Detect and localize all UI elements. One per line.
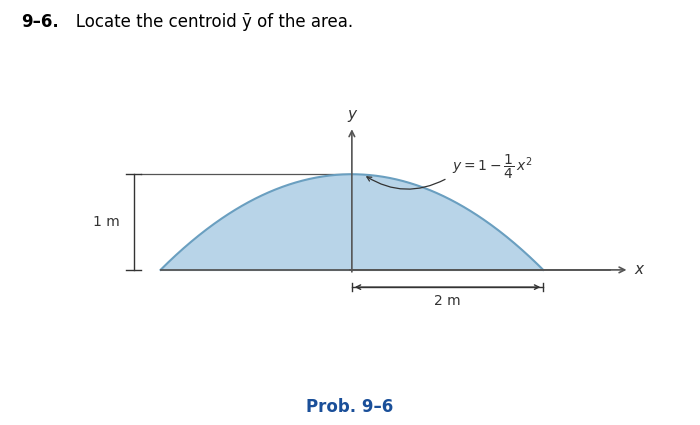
Text: 1 m: 1 m — [92, 215, 120, 229]
Text: 2 m: 2 m — [434, 294, 461, 308]
Text: 9–6.: 9–6. — [21, 13, 59, 31]
Text: y: y — [347, 107, 356, 122]
Text: $y = 1 - \dfrac{1}{4}\,x^2$: $y = 1 - \dfrac{1}{4}\,x^2$ — [452, 153, 533, 181]
Text: x: x — [634, 262, 643, 278]
Text: Prob. 9–6: Prob. 9–6 — [307, 399, 393, 416]
Text: Locate the centroid ȳ of the area.: Locate the centroid ȳ of the area. — [60, 13, 353, 31]
